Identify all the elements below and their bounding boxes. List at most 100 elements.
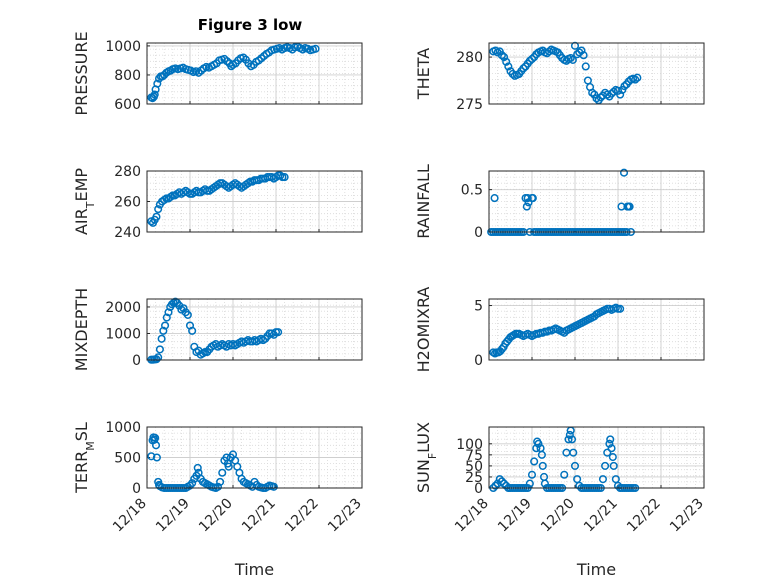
data-point [495,475,504,484]
data-point [608,453,617,462]
data-point [581,62,590,71]
plot-area [147,43,362,104]
panel-7: 0 500 1000 TERRMSL 12/18 12/19 12/20 12/21 12/22… [72,420,365,579]
data-point [188,326,197,335]
y-tick-label: 5 [474,299,483,315]
y-axis-label-sub: F [426,453,439,459]
x-tick-label: 12/19 [153,496,193,536]
data-point [280,173,289,182]
y-axis-label: SUNFLUX [414,422,439,493]
data-point [538,461,547,470]
y-tick-label: 260 [114,195,141,211]
data-point [620,82,629,91]
plot-area [489,171,704,232]
y-tick-label: 500 [114,451,141,467]
x-tick-label: 12/22 [282,496,322,536]
data-point [164,308,173,317]
data-point [490,194,499,203]
y-tick-label: 280 [114,164,141,180]
y-axis-label-part: EMP [72,168,91,202]
panel-2: 275 280 THETA [414,41,705,113]
figure-title: Figure 3 low [198,16,303,34]
x-tick-label: 12/21 [581,496,621,536]
axes-box [488,42,705,105]
data-point [609,87,618,96]
y-tick-label: 280 [456,50,483,66]
data-point [497,477,506,486]
data-point [497,51,506,60]
y-axis-label-sub: T [84,201,97,209]
data-point [150,90,159,99]
data-point [188,479,197,488]
data-point [601,461,610,470]
data-point [152,453,161,462]
axes-box [488,298,705,361]
y-axis-label-part: TERR [72,451,91,494]
data-point [311,44,320,53]
data-point [588,88,597,97]
data-point [567,435,577,444]
x-tick-label: 12/20 [538,496,578,536]
data-point [537,450,546,459]
data-point [607,444,616,453]
data-point [183,310,192,319]
data-point [224,462,233,471]
y-axis-label-part: LUX [414,422,433,453]
y-axis-label: PRESSURE [72,31,91,115]
plot-area [489,43,704,104]
y-tick-label: 25 [465,470,483,486]
y-tick-label: 0 [474,225,483,241]
data-point [605,439,614,448]
data-point [159,326,168,335]
y-axis-label: RAINFALL [414,164,433,239]
data-point [154,353,163,362]
data-point [523,194,532,203]
plot-area [489,427,704,488]
y-tick-label: 0 [132,481,141,497]
y-axis-label: TERRMSL [72,422,97,494]
data-point [274,328,283,337]
y-tick-label: 0 [474,353,483,369]
panel-5: 0 1000 2000 MIXDEPTH [72,288,363,371]
x-tick-label: 12/23 [325,496,365,536]
data-point [603,448,612,457]
y-tick-label: 75 [465,448,483,464]
y-axis-label: H2OMIXRA [414,287,433,373]
y-tick-label: 240 [114,225,141,241]
plot-area [489,299,704,360]
data-point [598,475,608,484]
data-point [528,194,537,203]
axes-box [146,298,363,361]
y-axis-label-sub: M [84,441,97,451]
y-axis-label-part: SUN [414,459,433,493]
data-point [560,470,569,479]
data-point [491,46,500,55]
y-tick-label: 0.5 [461,183,483,199]
plot-area [147,299,362,360]
data-point [491,481,500,490]
y-tick-label: 800 [114,68,141,84]
data-point [218,468,227,477]
data-point [633,73,642,82]
data-point [269,482,278,491]
data-point [527,54,537,64]
axes-box [146,42,363,105]
data-point [564,435,573,444]
data-point [568,55,577,64]
data-point [530,457,539,466]
data-point [577,46,586,55]
y-tick-label: 600 [114,97,141,113]
data-point [606,435,615,444]
data-point [592,94,601,103]
data-point [193,463,202,472]
data-point [569,448,578,457]
x-tick-label: 12/19 [495,496,535,536]
y-tick-label: 50 [465,459,483,475]
y-tick-label: 1000 [105,326,141,342]
data-point [157,334,166,343]
y-axis-label-part: AIR [72,208,91,235]
y-axis-label: AIRTEMP [72,168,97,235]
x-tick-label: 12/20 [196,496,236,536]
axes-box [488,426,705,489]
